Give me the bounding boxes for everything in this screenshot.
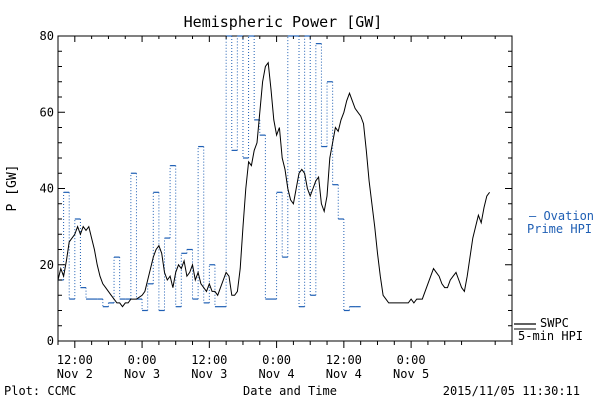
y-tick-label: 0 <box>47 334 54 348</box>
x-tick-time: 0:00 <box>128 353 157 367</box>
y-tick-label: 20 <box>40 258 54 272</box>
x-tick-time: 12:00 <box>326 353 362 367</box>
legend-ovation-line1: — Ovation <box>529 209 594 223</box>
series-ovation-prime <box>58 35 361 312</box>
y-tick-label: 60 <box>40 105 54 119</box>
x-tick-date: Nov 3 <box>191 367 227 381</box>
legend-swpc-line1: SWPC <box>540 316 569 330</box>
x-tick-date: Nov 4 <box>326 367 362 381</box>
footer-timestamp: 2015/11/05 11:30:11 <box>443 384 580 398</box>
legend-ovation-line2: Prime HPI <box>527 222 592 236</box>
y-tick-label: 80 <box>40 29 54 43</box>
y-axis: 0 20 40 60 80 <box>40 29 512 348</box>
footer-credit: Plot: CCMC <box>4 384 76 398</box>
series-swpc-line <box>57 61 491 308</box>
x-tick-date: Nov 2 <box>57 367 93 381</box>
legend-swpc: SWPC 5-min HPI <box>514 316 583 343</box>
x-axis-label: Date and Time <box>243 384 337 398</box>
x-tick-date: Nov 4 <box>259 367 295 381</box>
x-tick-time: 0:00 <box>397 353 426 367</box>
x-tick-date: Nov 5 <box>393 367 429 381</box>
legend-ovation: — Ovation Prime HPI <box>527 209 594 236</box>
x-tick-time: 12:00 <box>57 353 93 367</box>
legend-swpc-line2: 5-min HPI <box>518 329 583 343</box>
plot-area <box>57 35 513 342</box>
y-tick-label: 40 <box>40 182 54 196</box>
x-tick-time: 12:00 <box>191 353 227 367</box>
plot-frame <box>57 35 513 342</box>
y-axis-label: P [GW] <box>5 165 20 212</box>
chart-title: Hemispheric Power [GW] <box>184 13 383 31</box>
x-tick-date: Nov 3 <box>124 367 160 381</box>
x-tick-time: 0:00 <box>262 353 291 367</box>
